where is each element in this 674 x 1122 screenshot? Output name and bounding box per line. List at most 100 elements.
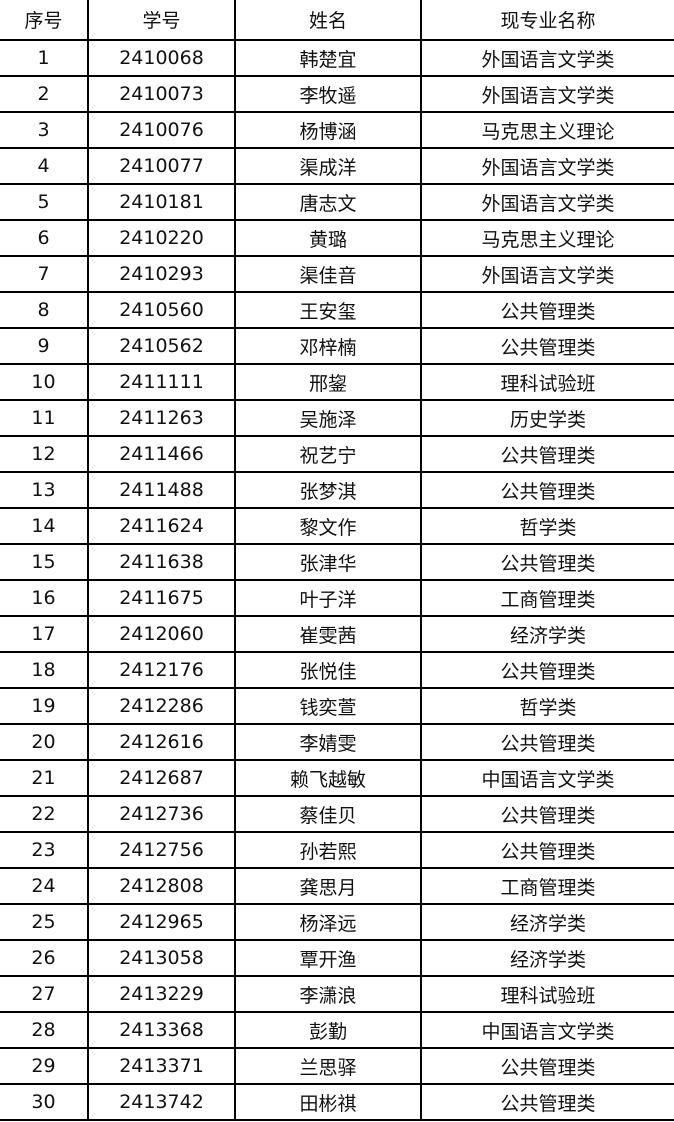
cell-index: 8 [0, 292, 89, 329]
cell-major: 公共管理类 [421, 292, 674, 329]
cell-student-id: 2413229 [88, 976, 236, 1013]
cell-index: 22 [0, 796, 89, 833]
cell-name: 张梦淇 [235, 472, 422, 509]
cell-major: 外国语言文学类 [421, 76, 674, 113]
cell-index: 3 [0, 112, 89, 149]
table-row: 27 2413229 李潇浪 理科试验班 [0, 976, 674, 1013]
cell-major: 哲学类 [421, 508, 674, 545]
cell-name: 杨博涵 [235, 112, 422, 149]
cell-name: 张津华 [235, 544, 422, 581]
cell-index: 11 [0, 400, 89, 437]
cell-index: 16 [0, 580, 89, 617]
cell-student-id: 2410073 [88, 76, 236, 113]
cell-student-id: 2410293 [88, 256, 236, 293]
cell-student-id: 2412616 [88, 724, 236, 761]
table-row: 19 2412286 钱奕萱 哲学类 [0, 688, 674, 725]
cell-major: 中国语言文学类 [421, 1012, 674, 1049]
cell-index: 12 [0, 436, 89, 473]
cell-name: 钱奕萱 [235, 688, 422, 725]
cell-major: 历史学类 [421, 400, 674, 437]
cell-major: 经济学类 [421, 940, 674, 977]
cell-major: 外国语言文学类 [421, 184, 674, 221]
cell-student-id: 2412687 [88, 760, 236, 797]
cell-name: 张悦佳 [235, 652, 422, 689]
table-row: 7 2410293 渠佳音 外国语言文学类 [0, 256, 674, 293]
cell-major: 公共管理类 [421, 796, 674, 833]
table-row: 13 2411488 张梦淇 公共管理类 [0, 472, 674, 509]
cell-major: 中国语言文学类 [421, 760, 674, 797]
cell-name: 田彬祺 [235, 1084, 422, 1121]
table-row: 9 2410562 邓梓楠 公共管理类 [0, 328, 674, 365]
cell-index: 25 [0, 904, 89, 941]
cell-major: 公共管理类 [421, 1048, 674, 1085]
cell-name: 渠佳音 [235, 256, 422, 293]
cell-name: 王安玺 [235, 292, 422, 329]
cell-student-id: 2413371 [88, 1048, 236, 1085]
cell-index: 19 [0, 688, 89, 725]
cell-name: 叶子洋 [235, 580, 422, 617]
cell-index: 6 [0, 220, 89, 257]
cell-index: 28 [0, 1012, 89, 1049]
header-student-id: 学号 [88, 0, 236, 41]
table-row: 30 2413742 田彬祺 公共管理类 [0, 1084, 674, 1121]
cell-major: 工商管理类 [421, 868, 674, 905]
header-name: 姓名 [235, 0, 422, 41]
cell-student-id: 2413368 [88, 1012, 236, 1049]
cell-name: 邓梓楠 [235, 328, 422, 365]
cell-index: 4 [0, 148, 89, 185]
cell-index: 27 [0, 976, 89, 1013]
cell-major: 公共管理类 [421, 328, 674, 365]
cell-student-id: 2410068 [88, 40, 236, 77]
cell-name: 渠成洋 [235, 148, 422, 185]
cell-student-id: 2411675 [88, 580, 236, 617]
cell-major: 公共管理类 [421, 436, 674, 473]
table-row: 22 2412736 蔡佳贝 公共管理类 [0, 796, 674, 833]
cell-major: 马克思主义理论 [421, 220, 674, 257]
table-row: 21 2412687 赖飞越敏 中国语言文学类 [0, 760, 674, 797]
cell-student-id: 2410181 [88, 184, 236, 221]
table-row: 15 2411638 张津华 公共管理类 [0, 544, 674, 581]
table-row: 16 2411675 叶子洋 工商管理类 [0, 580, 674, 617]
cell-student-id: 2410077 [88, 148, 236, 185]
cell-major: 工商管理类 [421, 580, 674, 617]
cell-name: 李婧雯 [235, 724, 422, 761]
cell-name: 祝艺宁 [235, 436, 422, 473]
cell-name: 龚思月 [235, 868, 422, 905]
cell-major: 马克思主义理论 [421, 112, 674, 149]
table-row: 23 2412756 孙若熙 公共管理类 [0, 832, 674, 869]
cell-name: 吴施泽 [235, 400, 422, 437]
table-row: 10 2411111 邢鋆 理科试验班 [0, 364, 674, 401]
cell-name: 崔雯茜 [235, 616, 422, 653]
table-row: 24 2412808 龚思月 工商管理类 [0, 868, 674, 905]
cell-major: 理科试验班 [421, 976, 674, 1013]
cell-index: 29 [0, 1048, 89, 1085]
cell-student-id: 2412176 [88, 652, 236, 689]
cell-major: 外国语言文学类 [421, 256, 674, 293]
cell-student-id: 2412808 [88, 868, 236, 905]
cell-major: 外国语言文学类 [421, 148, 674, 185]
cell-name: 孙若熙 [235, 832, 422, 869]
table-row: 29 2413371 兰思驿 公共管理类 [0, 1048, 674, 1085]
cell-major: 公共管理类 [421, 544, 674, 581]
cell-student-id: 2412965 [88, 904, 236, 941]
cell-index: 9 [0, 328, 89, 365]
cell-index: 17 [0, 616, 89, 653]
cell-major: 哲学类 [421, 688, 674, 725]
table-row: 6 2410220 黄璐 马克思主义理论 [0, 220, 674, 257]
cell-student-id: 2412736 [88, 796, 236, 833]
table-row: 3 2410076 杨博涵 马克思主义理论 [0, 112, 674, 149]
header-index: 序号 [0, 0, 89, 41]
cell-major: 外国语言文学类 [421, 40, 674, 77]
cell-name: 蔡佳贝 [235, 796, 422, 833]
cell-student-id: 2413058 [88, 940, 236, 977]
table-row: 4 2410077 渠成洋 外国语言文学类 [0, 148, 674, 185]
cell-student-id: 2411624 [88, 508, 236, 545]
cell-student-id: 2412286 [88, 688, 236, 725]
cell-index: 10 [0, 364, 89, 401]
header-row: 序号 学号 姓名 现专业名称 [0, 0, 674, 41]
cell-index: 20 [0, 724, 89, 761]
cell-index: 13 [0, 472, 89, 509]
cell-student-id: 2411466 [88, 436, 236, 473]
cell-student-id: 2411488 [88, 472, 236, 509]
cell-student-id: 2413742 [88, 1084, 236, 1121]
